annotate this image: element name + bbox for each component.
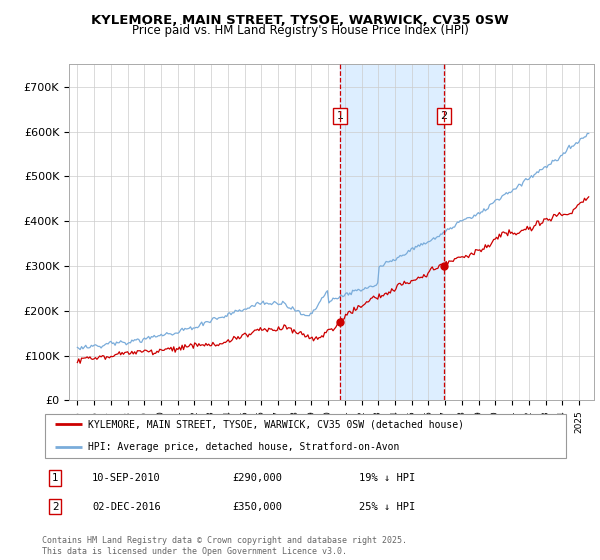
Text: £290,000: £290,000 — [232, 473, 282, 483]
Text: 1: 1 — [337, 111, 343, 121]
Text: HPI: Average price, detached house, Stratford-on-Avon: HPI: Average price, detached house, Stra… — [88, 442, 400, 452]
Text: 19% ↓ HPI: 19% ↓ HPI — [359, 473, 415, 483]
FancyBboxPatch shape — [44, 413, 566, 458]
Text: Price paid vs. HM Land Registry's House Price Index (HPI): Price paid vs. HM Land Registry's House … — [131, 24, 469, 37]
Text: 10-SEP-2010: 10-SEP-2010 — [92, 473, 161, 483]
Text: 2: 2 — [52, 502, 59, 511]
Text: 02-DEC-2016: 02-DEC-2016 — [92, 502, 161, 511]
Text: 25% ↓ HPI: 25% ↓ HPI — [359, 502, 415, 511]
Text: 2: 2 — [440, 111, 448, 121]
Text: 1: 1 — [52, 473, 59, 483]
Text: KYLEMORE, MAIN STREET, TYSOE, WARWICK, CV35 0SW (detached house): KYLEMORE, MAIN STREET, TYSOE, WARWICK, C… — [88, 419, 464, 430]
Text: KYLEMORE, MAIN STREET, TYSOE, WARWICK, CV35 0SW: KYLEMORE, MAIN STREET, TYSOE, WARWICK, C… — [91, 14, 509, 27]
Bar — [340, 64, 444, 400]
Text: £350,000: £350,000 — [232, 502, 282, 511]
Text: Contains HM Land Registry data © Crown copyright and database right 2025.
This d: Contains HM Land Registry data © Crown c… — [42, 536, 407, 556]
